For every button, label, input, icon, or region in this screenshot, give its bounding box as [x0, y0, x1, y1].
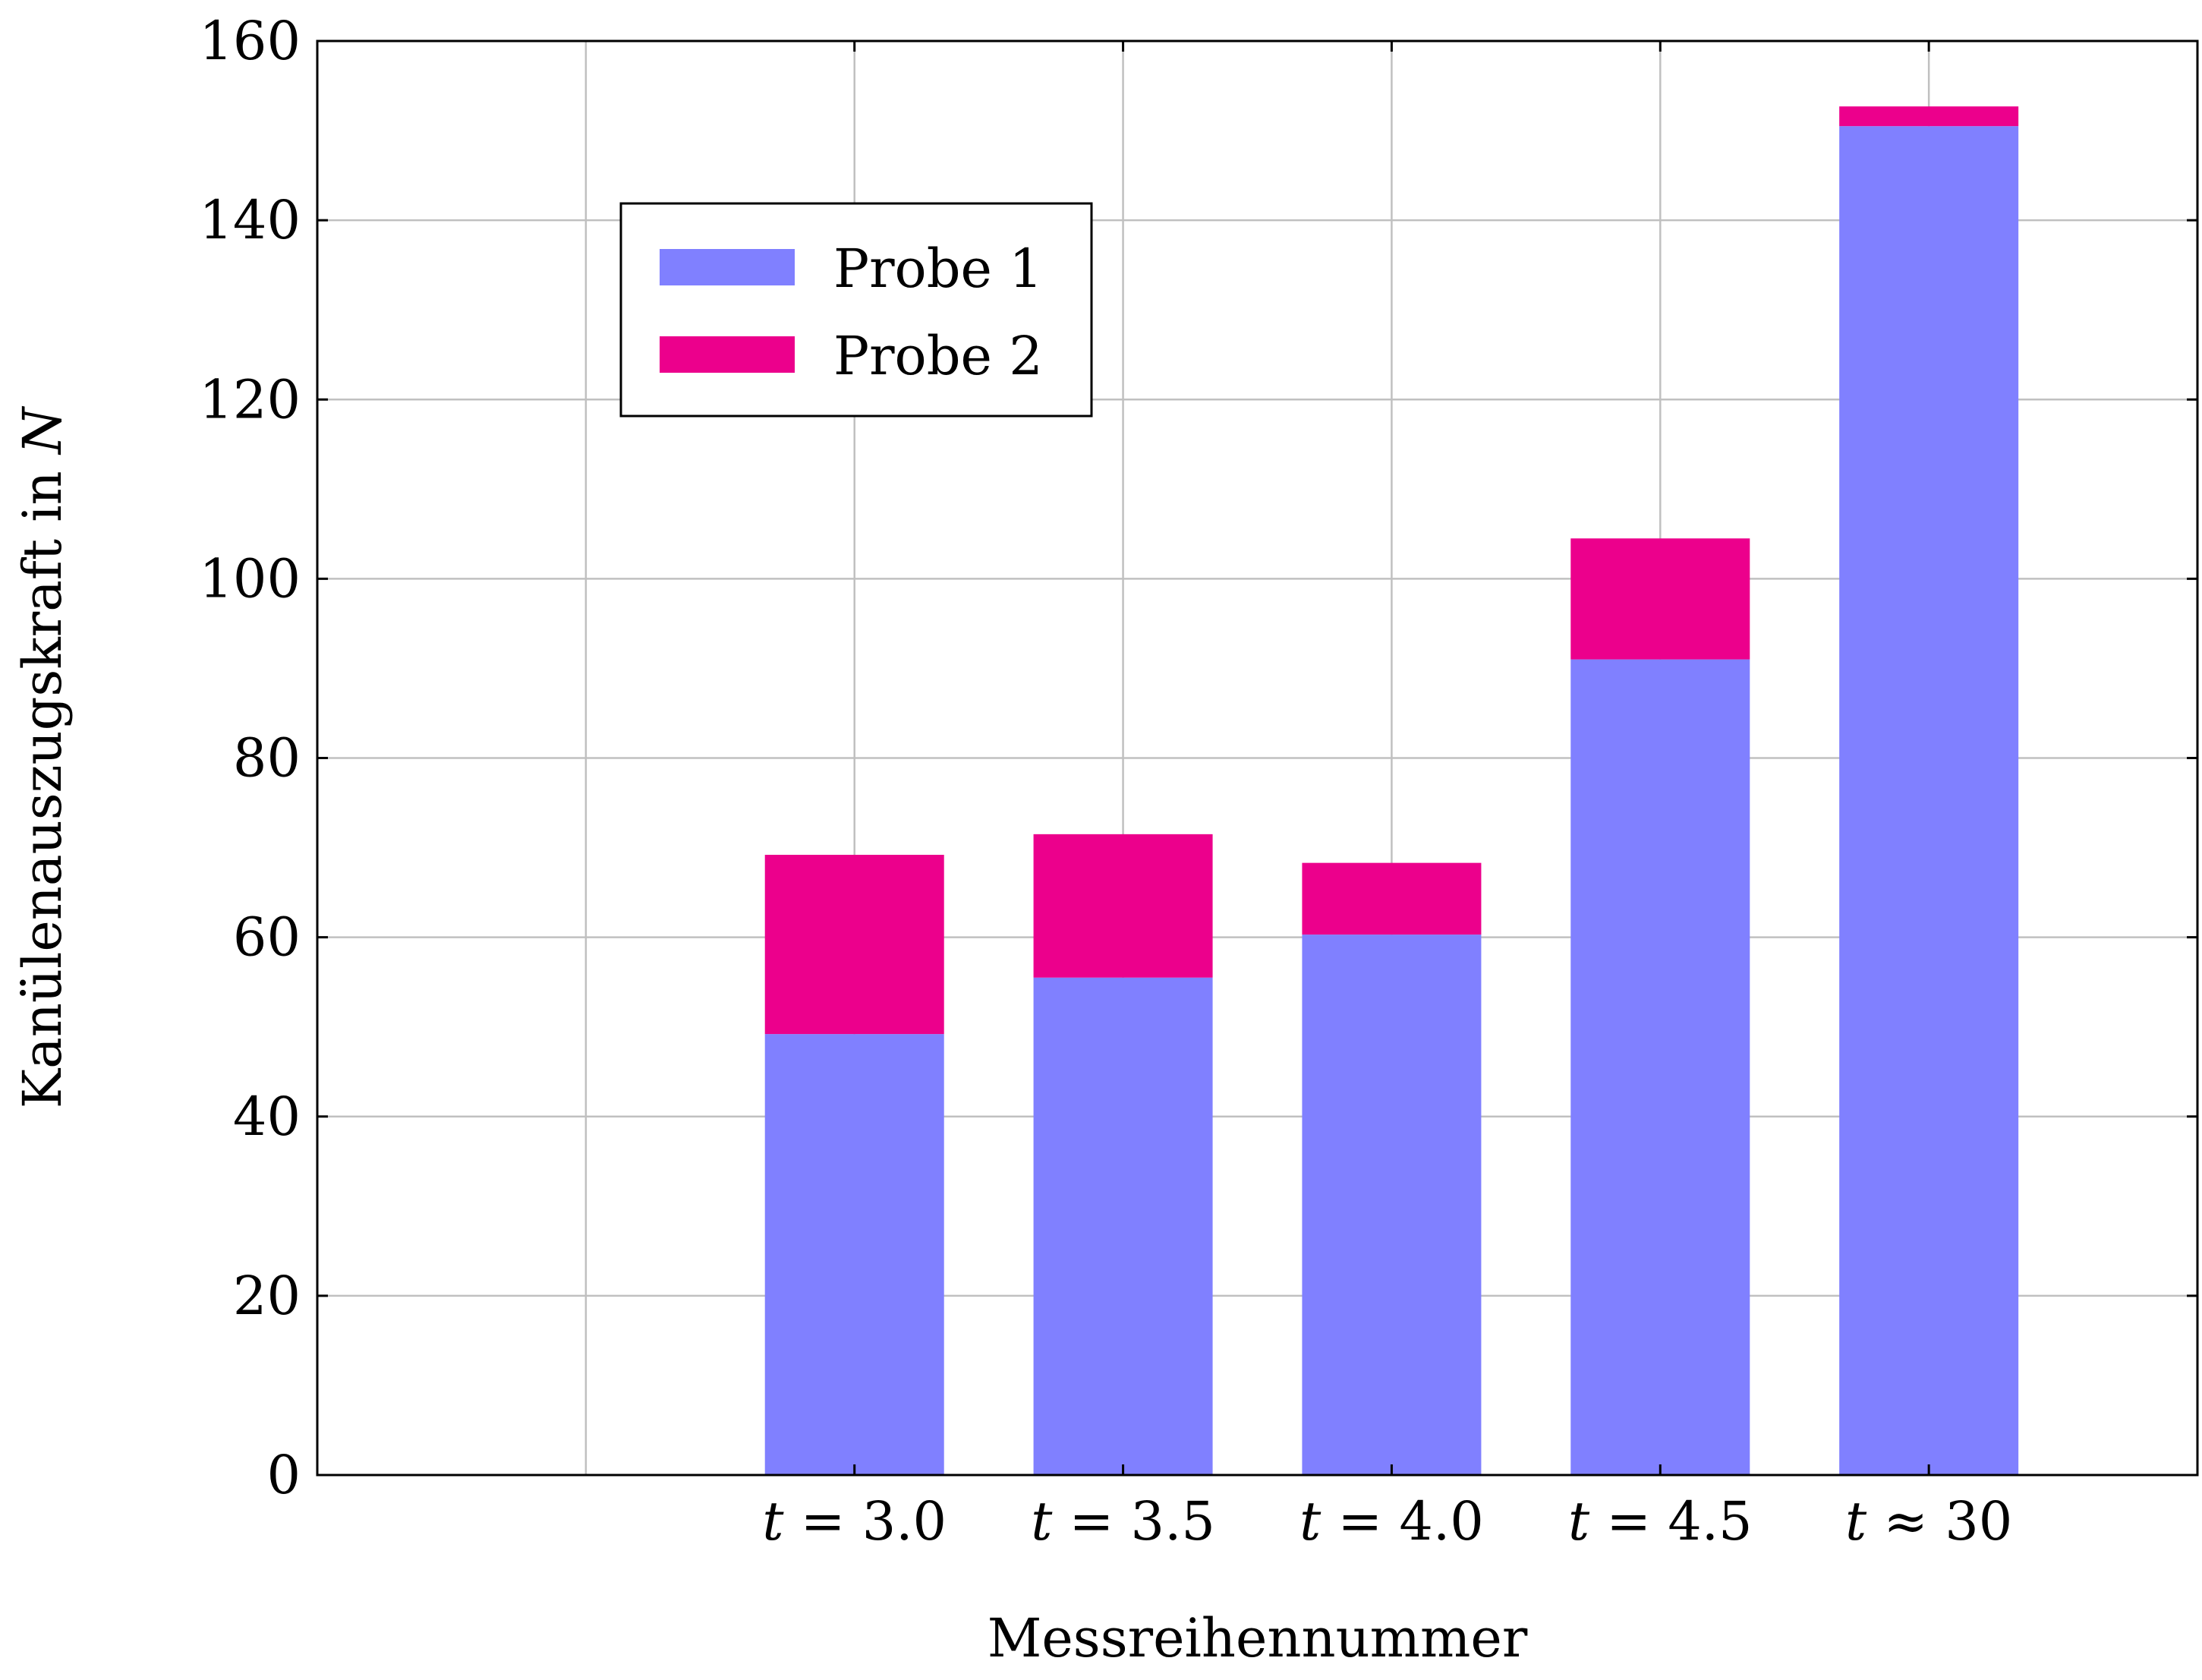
bar-probe-2-5 [1839, 106, 2019, 127]
x-tick-operator: = [1321, 1490, 1399, 1552]
legend-box [619, 202, 1093, 418]
bar-probe-1-3 [1302, 935, 1482, 1475]
bars [764, 106, 2019, 1475]
bar-probe-2-1 [764, 855, 944, 1035]
x-tick-operator: = [1052, 1490, 1130, 1552]
y-axis-ticks: 0 20 40 60 80 100 120 140 160 [199, 10, 2197, 1506]
x-tick-variable: t [1568, 1490, 1590, 1552]
y-tick-label: 80 [233, 727, 301, 790]
legend-label: Probe 2 [833, 325, 1043, 387]
x-tick-number: 4.0 [1399, 1490, 1483, 1552]
bar-probe-2-2 [1033, 834, 1213, 978]
x-tick-variable: t [1031, 1490, 1053, 1552]
legend-label: Probe 1 [833, 238, 1043, 300]
bar-probe-1-2 [1033, 977, 1213, 1475]
bar-probe-1-4 [1570, 659, 1750, 1475]
legend-swatch [660, 336, 795, 373]
x-tick-operator: = [784, 1490, 862, 1552]
x-tick-variable: t [1845, 1490, 1867, 1552]
x-tick-label: t = 4.0 [1299, 1490, 1484, 1552]
y-axis-title-unit: N [11, 405, 74, 455]
y-tick-label: 0 [266, 1444, 301, 1506]
x-tick-operator: = [1589, 1490, 1668, 1552]
x-tick-variable: t [1299, 1490, 1322, 1552]
y-tick-label: 60 [233, 906, 301, 969]
y-tick-label: 20 [233, 1265, 301, 1327]
y-tick-label: 140 [199, 189, 301, 251]
x-tick-number: 30 [1945, 1490, 2012, 1552]
x-tick-number: 3.5 [1131, 1490, 1215, 1552]
y-tick-label: 120 [199, 368, 301, 430]
y-tick-label: 160 [199, 10, 301, 72]
x-tick-label: t = 3.5 [1031, 1490, 1215, 1552]
x-tick-variable: t [762, 1490, 784, 1552]
y-axis-title: Kanülenauszugskraft in N [11, 405, 74, 1108]
bar-probe-1-5 [1839, 126, 2019, 1475]
bar-probe-2-3 [1302, 862, 1482, 935]
x-tick-label: t ≈ 30 [1845, 1490, 2012, 1552]
x-tick-number: 3.0 [862, 1490, 947, 1552]
bar-probe-1-1 [764, 1034, 944, 1475]
x-axis-ticks: t = 3.0 t = 3.5 t = 4.0 t = 4.5 t ≈ 30 [762, 41, 2012, 1552]
x-tick-label: t = 4.5 [1568, 1490, 1753, 1552]
y-tick-label: 100 [199, 547, 301, 610]
bar-probe-2-4 [1570, 538, 1750, 660]
legend: Probe 1 Probe 2 [619, 202, 1093, 418]
x-tick-operator: ≈ [1867, 1490, 1945, 1552]
x-tick-label: t = 3.0 [762, 1490, 947, 1552]
x-axis-title: Messreihennummer [988, 1607, 1528, 1669]
y-tick-label: 40 [233, 1086, 301, 1148]
x-tick-number: 4.5 [1668, 1490, 1752, 1552]
y-axis-title-text: Kanülenauszugskraft in [11, 471, 74, 1108]
legend-swatch [660, 249, 795, 285]
